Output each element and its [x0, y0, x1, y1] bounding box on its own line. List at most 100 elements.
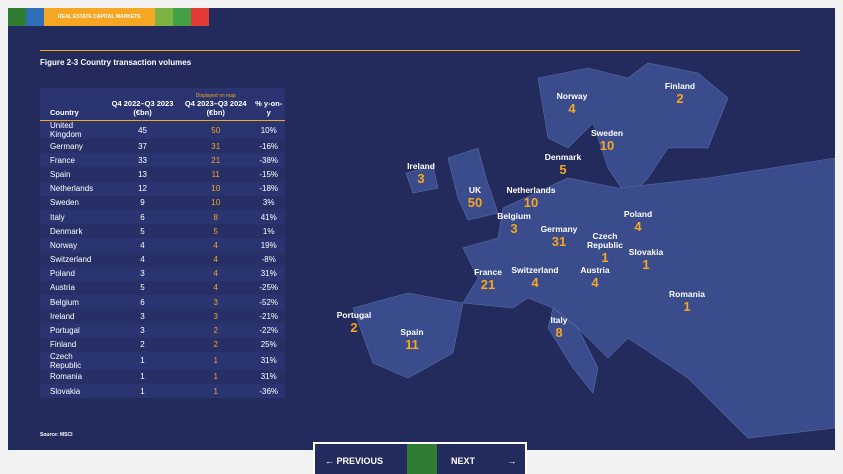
country-value: 10 [599, 138, 615, 153]
country-name: Netherlands [506, 185, 556, 195]
cell: 3 [140, 326, 145, 336]
map-label: Sweden 10 [577, 128, 637, 154]
icon[interactable] [172, 8, 191, 26]
cell: United Kingdom [50, 121, 82, 139]
country-name: UK [468, 185, 482, 195]
country-name: Finland [664, 81, 696, 91]
cell: Denmark [40, 224, 106, 239]
cell: Poland [50, 269, 75, 279]
header: Displayed on map Q4 2023–Q3 2024 (€bn) [179, 88, 253, 121]
cell: -8% [252, 252, 285, 267]
country-value: 10 [523, 195, 539, 210]
top-bar: REAL ESTATE CAPITAL MARKETS [8, 8, 209, 26]
cell: 31 [179, 139, 253, 154]
next-button[interactable]: NEXT → [451, 456, 517, 466]
country-name: Sweden [590, 128, 624, 138]
cell: Italy [50, 212, 65, 222]
cell: 3 [179, 309, 253, 324]
cell: 10 [179, 195, 253, 210]
map-label: Austria 4 [565, 265, 625, 291]
country-value: 11 [405, 337, 419, 352]
europe-map [352, 62, 835, 439]
country-name: Ireland [407, 161, 435, 171]
table-row: Netherlands 12 10 -18% [40, 182, 285, 196]
table-row: Belgium 6 3 -52% [40, 295, 285, 309]
cell: 31% [252, 369, 285, 384]
country-value: 31 [551, 234, 567, 249]
map-label: Spain 11 [382, 328, 442, 353]
country-name: Switzerland [511, 265, 559, 275]
menu-button[interactable] [407, 444, 437, 474]
country-name: Denmark [544, 152, 582, 162]
table-row: Spain 13 11 -15% [40, 167, 285, 182]
cell: 41% [260, 212, 277, 222]
nav-bar: ← PREVIOUS NEXT → [313, 442, 527, 474]
cell: Sweden [40, 195, 106, 210]
cell: -21% [252, 309, 285, 324]
cell: -22% [259, 326, 279, 336]
header: Q4 2022–Q3 2023 (€bn) [105, 88, 180, 121]
map-label: Switzerland 4 [505, 265, 565, 291]
map-label: Romania 1 [657, 290, 717, 315]
cell: 5 [105, 224, 180, 239]
figure-title: Figure 2-3 Country transaction volumes [40, 58, 192, 67]
cell: 5 [105, 280, 180, 296]
map-label: Denmark 5 [533, 152, 593, 178]
cell: 37 [105, 139, 180, 154]
country-value: 1 [601, 250, 609, 265]
country-value: 3 [417, 171, 425, 186]
cell: 3% [252, 195, 285, 210]
cell: Spain [40, 167, 106, 182]
cell: Slovakia [50, 386, 81, 396]
cell: 1 [105, 369, 180, 384]
cell: 50 [211, 125, 221, 135]
source: Source: MSCI [40, 432, 73, 438]
cell: -15% [252, 167, 285, 182]
country-value: 50 [467, 195, 483, 210]
country-name: Czech Republic [587, 231, 623, 250]
cell: 4 [179, 280, 253, 296]
table-row: Denmark 5 5 1% [40, 224, 285, 239]
section-tab[interactable]: REAL ESTATE CAPITAL MARKETS [44, 8, 155, 26]
country-value: 2 [676, 91, 684, 106]
cell: 4 [105, 252, 180, 267]
label: NEXT [451, 456, 476, 466]
cell: Belgium [50, 297, 79, 307]
cell: 5 [179, 224, 253, 239]
cell: Austria [40, 280, 106, 296]
cell: 1 [140, 356, 145, 366]
country-value: 4 [634, 219, 642, 234]
country-value: 4 [531, 275, 539, 290]
table-row: Austria 5 4 -25% [40, 280, 285, 296]
cell: 2 [213, 326, 218, 336]
map-label: Finland 2 [650, 81, 710, 107]
cell: -25% [252, 280, 285, 296]
label: PREVIOUS [336, 456, 384, 466]
cell: 31% [260, 356, 277, 366]
cell: 33 [138, 155, 147, 165]
cell: 4 [179, 252, 253, 267]
cell: Switzerland [40, 252, 106, 267]
cell: France [50, 155, 75, 165]
header: % y-on-y [252, 88, 285, 121]
cell: 8 [213, 212, 218, 222]
cell: 3 [213, 297, 218, 307]
cell: Czech Republic [50, 351, 82, 370]
table-row: Slovakia 1 1 -36% [40, 384, 285, 398]
cell: 19% [260, 240, 277, 250]
country-value: 21 [480, 277, 496, 292]
table-row: Switzerland 4 4 -8% [40, 252, 285, 267]
map-label: Italy 8 [529, 316, 589, 341]
cell: 1 [213, 386, 218, 396]
cell: 6 [140, 212, 145, 222]
previous-button[interactable]: ← PREVIOUS [325, 456, 384, 466]
home-icon[interactable] [8, 8, 26, 26]
cell: 3 [140, 269, 145, 279]
icon[interactable] [190, 8, 209, 26]
cell: 10% [260, 125, 277, 135]
icon[interactable] [154, 8, 173, 26]
country-name: Austria [580, 265, 610, 275]
globe-icon[interactable] [26, 8, 44, 26]
table-row: Sweden 9 10 3% [40, 195, 285, 210]
